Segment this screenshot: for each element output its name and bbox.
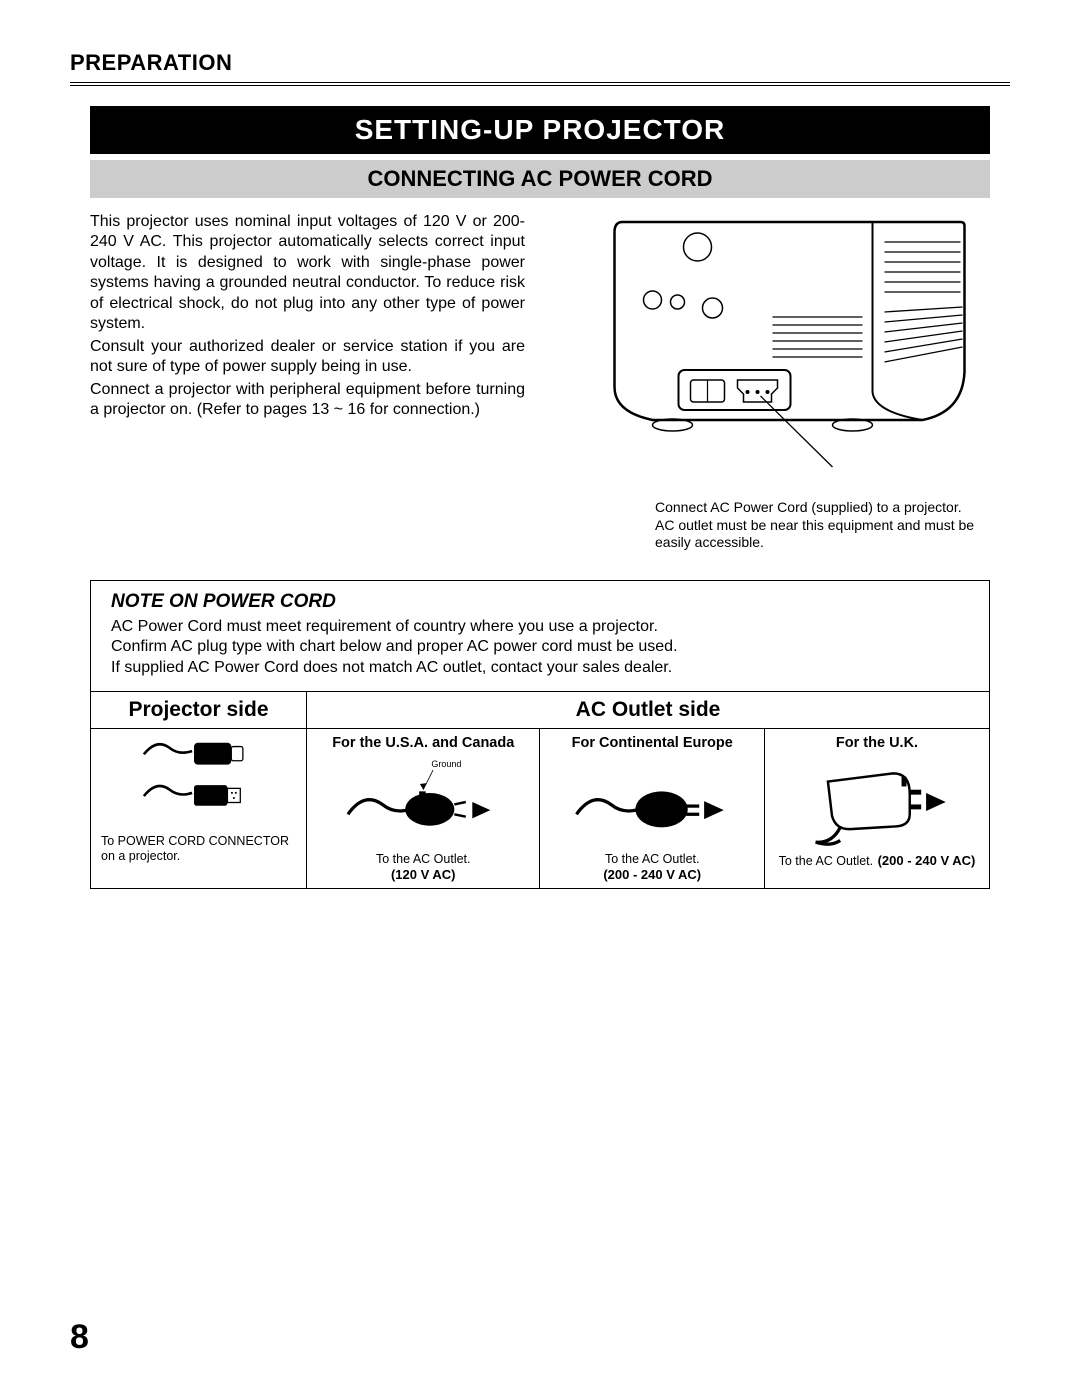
- usa-plug-icon: Ground: [317, 757, 529, 847]
- banner-black: SETTING-UP PROJECTOR: [90, 106, 990, 154]
- body-text: This projector uses nominal input voltag…: [90, 212, 525, 552]
- note-line1: AC Power Cord must meet requirement of c…: [111, 617, 969, 638]
- illustration-column: Connect AC Power Cord (supplied) to a pr…: [555, 212, 990, 552]
- body-p3: Connect a projector with peripheral equi…: [90, 380, 525, 421]
- section-header: PREPARATION: [70, 50, 1010, 76]
- note-box: NOTE ON POWER CORD AC Power Cord must me…: [90, 580, 990, 889]
- table-body-row: To POWER CORD CONNECTOR on a projector. …: [91, 728, 989, 888]
- rule-top: [70, 82, 1010, 83]
- cell-usa: For the U.S.A. and Canada Ground To the …: [307, 728, 540, 888]
- page-number: 8: [70, 1318, 89, 1357]
- note-body: AC Power Cord must meet requirement of c…: [91, 617, 989, 691]
- illustration-caption: Connect AC Power Cord (supplied) to a pr…: [555, 499, 990, 552]
- uk-to: To the AC Outlet.: [779, 854, 874, 868]
- eu-to: To the AC Outlet.: [550, 852, 754, 867]
- region-eu-label: For Continental Europe: [550, 735, 754, 751]
- content-row: This projector uses nominal input voltag…: [90, 212, 990, 552]
- cell-eu: For Continental Europe To the AC Outlet.…: [540, 728, 765, 888]
- ground-label: Ground: [431, 759, 461, 769]
- eu-plug-icon: [550, 757, 754, 847]
- page: PREPARATION SETTING-UP PROJECTOR CONNECT…: [0, 0, 1080, 1397]
- table-head-row: Projector side AC Outlet side: [91, 691, 989, 728]
- caption-line2: AC outlet must be near this equipment an…: [655, 517, 990, 552]
- region-uk-label: For the U.K.: [775, 735, 979, 751]
- note-line3: If supplied AC Power Cord does not match…: [111, 658, 969, 679]
- usa-to: To the AC Outlet.: [317, 852, 529, 867]
- projector-side-caption: To POWER CORD CONNECTOR on a projector.: [101, 830, 296, 864]
- th-outlet-side: AC Outlet side: [307, 691, 989, 728]
- body-p2: Consult your authorized dealer or servic…: [90, 337, 525, 378]
- cell-projector-side: To POWER CORD CONNECTOR on a projector.: [91, 728, 307, 888]
- note-line2: Confirm AC plug type with chart below an…: [111, 637, 969, 658]
- note-title: NOTE ON POWER CORD: [91, 581, 989, 617]
- body-p1: This projector uses nominal input voltag…: [90, 212, 525, 335]
- usa-volt: (120 V AC): [317, 867, 529, 882]
- th-projector-side: Projector side: [91, 691, 307, 728]
- projector-plug-icon: [101, 735, 296, 825]
- cell-uk: For the U.K. To the AC Outlet. (200 - 24…: [764, 728, 989, 888]
- rule-thin: [70, 85, 1010, 86]
- cord-table: Projector side AC Outlet side: [91, 691, 989, 888]
- banner-gray: CONNECTING AC POWER CORD: [90, 160, 990, 198]
- region-usa-label: For the U.S.A. and Canada: [317, 735, 529, 751]
- eu-volt: (200 - 240 V AC): [550, 867, 754, 882]
- caption-line1: Connect AC Power Cord (supplied) to a pr…: [655, 499, 990, 517]
- uk-plug-icon: [775, 757, 979, 847]
- projector-illustration: [555, 212, 990, 472]
- uk-volt: (200 - 240 V AC): [878, 853, 976, 868]
